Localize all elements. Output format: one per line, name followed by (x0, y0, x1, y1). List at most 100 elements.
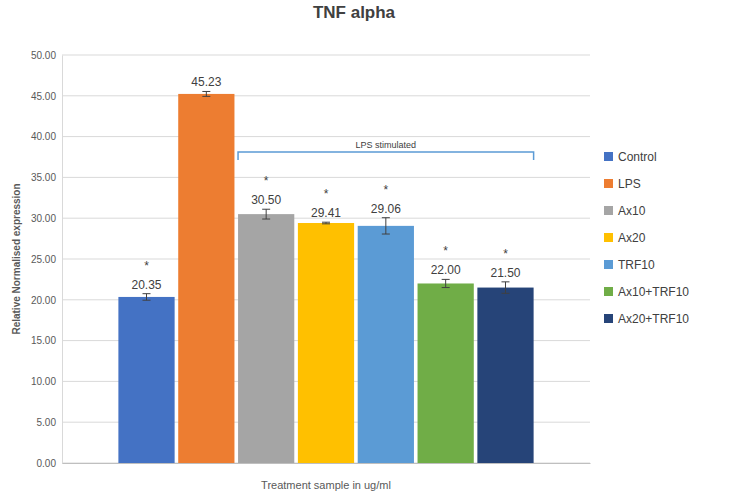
error-bar (202, 91, 210, 96)
labels: 20.35 45.23 30.50 29.41 29.06 22.00 21.50 * * * * *… (131, 75, 533, 291)
error-bar-line (385, 218, 386, 234)
data-label: 20.35 (131, 278, 161, 292)
legend-item: Control (604, 150, 657, 164)
y-tick: 0.00 (37, 458, 62, 469)
y-axis: 0.00 5.00 10.00 15.00 20.00 25.00 30.00 35.00 40… (31, 50, 63, 469)
data-label: 30.50 (251, 193, 281, 207)
data-label: 29.41 (311, 206, 341, 220)
x-axis-line (63, 463, 591, 464)
bar (118, 297, 174, 463)
y-tick: 30.00 (31, 213, 62, 224)
bar (358, 226, 414, 463)
y-tick-label: 20.00 (31, 295, 56, 306)
y-tick-label: 25.00 (31, 254, 56, 265)
error-bar-line (206, 91, 207, 96)
error-bar-line (322, 223, 330, 224)
legend-label: Ax20+TRF10 (618, 312, 689, 326)
error-bar-line (322, 222, 330, 223)
legend-swatch (604, 179, 613, 188)
annotation: * (264, 174, 269, 188)
y-tick: 20.00 (31, 295, 62, 306)
error-bar-line (382, 217, 390, 218)
error-bar-line (262, 219, 270, 220)
legend-item: Ax10+TRF10 (604, 285, 689, 299)
error-bar-line (505, 282, 506, 293)
legend-item: Ax20+TRF10 (604, 312, 689, 326)
error-bar-line (445, 279, 446, 287)
error-bar-line (501, 281, 509, 282)
error-bar-line (146, 294, 147, 301)
error-bar (382, 218, 390, 234)
legend-label: Ax10 (618, 204, 646, 218)
annotation: * (383, 183, 388, 197)
annotation: * (324, 187, 329, 201)
legend-swatch (604, 260, 613, 269)
legend-swatch (604, 314, 613, 323)
error-bar-line (262, 209, 270, 210)
annotation: * (503, 247, 508, 261)
y-tick-label: 35.00 (31, 172, 56, 183)
grid-line (62, 95, 590, 96)
y-tick: 10.00 (31, 376, 62, 387)
error-bar-line (202, 91, 210, 92)
error-bar-line (202, 96, 210, 97)
bar (418, 283, 474, 463)
y-axis-title: Relative Normalised expression (11, 183, 22, 334)
data-label: 21.50 (490, 266, 520, 280)
y-tick: 5.00 (37, 417, 62, 428)
bracket (238, 152, 534, 160)
legend-swatch (604, 233, 613, 242)
annotation: LPS stimulated (356, 140, 417, 150)
y-tick-label: 5.00 (37, 417, 57, 428)
error-bar-line (442, 279, 450, 280)
bar (477, 288, 533, 463)
legend-item: Ax10 (604, 204, 646, 218)
data-label: 29.06 (371, 202, 401, 216)
annotation: * (443, 244, 448, 258)
error-bar (501, 282, 509, 293)
chart: TNF alpha 0.00 5.00 10.00 15.00 20.00 25.00 30.… (0, 0, 750, 499)
y-tick-label: 10.00 (31, 376, 56, 387)
legend-label: Ax20 (618, 231, 646, 245)
y-tick: 40.00 (31, 131, 62, 142)
data-label: 22.00 (431, 263, 461, 277)
y-tick-label: 15.00 (31, 335, 56, 346)
legend-label: Control (618, 150, 657, 164)
error-bar (442, 279, 450, 287)
legend-label: TRF10 (618, 258, 655, 272)
y-tick-label: 40.00 (31, 131, 56, 142)
y-tick: 45.00 (31, 91, 62, 102)
error-bar-line (143, 293, 151, 294)
error-bar (322, 222, 330, 224)
error-bar (143, 294, 151, 301)
bar (298, 223, 354, 463)
error-bar-line (501, 293, 509, 294)
error-bar-line (143, 300, 151, 301)
plot-area (118, 91, 533, 463)
legend-label: LPS (618, 177, 641, 191)
data-label: 45.23 (191, 75, 221, 89)
y-tick: 35.00 (31, 172, 62, 183)
y-tick-label: 50.00 (31, 50, 56, 61)
bar (238, 214, 294, 463)
legend-item: LPS (604, 177, 641, 191)
legend-swatch (604, 152, 613, 161)
grid-line (62, 55, 590, 56)
grid (62, 55, 590, 463)
legend-item: TRF10 (604, 258, 655, 272)
error-bar-line (382, 234, 390, 235)
y-tick: 15.00 (31, 335, 62, 346)
bracket-line (238, 152, 534, 160)
legend-item: Ax20 (604, 231, 646, 245)
y-tick: 50.00 (31, 50, 62, 61)
y-axis-line (62, 56, 63, 464)
legend-label: Ax10+TRF10 (618, 285, 689, 299)
error-bar-line (442, 287, 450, 288)
grid-line (62, 177, 590, 178)
y-tick: 25.00 (31, 254, 62, 265)
legend: Control LPS Ax10 Ax20 TRF10 Ax10+TRF10 Ax20+TR… (604, 150, 689, 326)
y-tick-label: 0.00 (37, 458, 57, 469)
title: TNF alpha (313, 3, 396, 22)
y-tick-label: 30.00 (31, 213, 56, 224)
grid-line (62, 136, 590, 137)
